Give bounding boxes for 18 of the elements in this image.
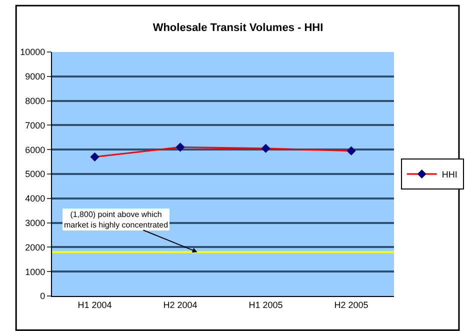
y-tick-label: 6000	[25, 144, 46, 155]
ref-line-label: (1,800) point above which market is highly concentrated	[64, 210, 168, 230]
y-tick-label: 1000	[25, 266, 46, 277]
y-tick-label: 10000	[20, 47, 46, 58]
x-tick-label: H2 2004	[163, 300, 198, 310]
x-tick-label: H1 2004	[78, 300, 112, 310]
legend-label: HHI	[442, 170, 458, 180]
x-tick-label: H1 2005	[248, 300, 283, 310]
y-tick-label: 7000	[25, 120, 46, 130]
y-tick-label: 5000	[25, 169, 46, 180]
y-tick-label: 3000	[25, 218, 46, 228]
y-tick-label: 0	[40, 291, 46, 302]
y-tick-label: 2000	[25, 242, 46, 252]
x-tick-label: H2 2005	[334, 300, 368, 310]
y-tick-label: 8000	[25, 96, 46, 106]
y-tick-label: 4000	[25, 194, 46, 204]
chart-title: Wholesale Transit Volumes - HHI	[152, 22, 324, 34]
y-tick-label: 9000	[25, 72, 46, 82]
